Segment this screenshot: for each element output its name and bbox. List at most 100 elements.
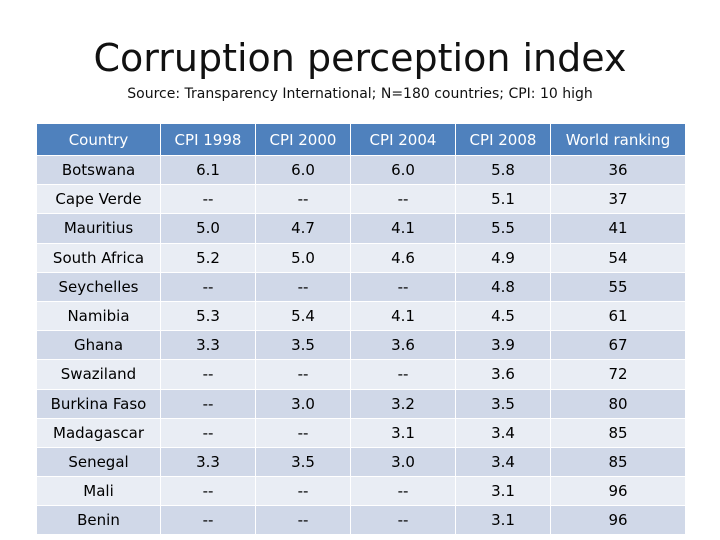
cell-cpi-1998: 5.2: [161, 243, 256, 273]
cell-cpi-2004: 3.1: [351, 418, 456, 448]
table-row: Senegal 3.3 3.5 3.0 3.4 85: [37, 447, 685, 478]
cell-cpi-1998: --: [161, 506, 256, 536]
cell-world-ranking: 72: [551, 360, 685, 390]
cell-cpi-2008: 4.9: [456, 243, 551, 273]
cell-world-ranking: 96: [551, 506, 685, 536]
cell-cpi-2008: 3.4: [456, 447, 551, 478]
cell-cpi-2000: 5.4: [256, 301, 351, 332]
cell-country: Swaziland: [37, 360, 161, 390]
cell-cpi-2008: 3.4: [456, 418, 551, 448]
slide-title: Corruption perception index: [93, 36, 627, 80]
cell-world-ranking: 85: [551, 447, 685, 478]
cell-cpi-2004: --: [351, 506, 456, 536]
cell-cpi-2004: 3.6: [351, 331, 456, 361]
table-row: Madagascar -- -- 3.1 3.4 85: [37, 418, 685, 448]
cell-cpi-2008: 3.5: [456, 389, 551, 419]
cell-cpi-2008: 3.9: [456, 331, 551, 361]
cell-country: South Africa: [37, 243, 161, 273]
cell-cpi-2000: 4.7: [256, 214, 351, 244]
cell-cpi-2008: 5.8: [456, 156, 551, 186]
header-world-ranking: World ranking: [551, 124, 685, 156]
cell-cpi-2000: --: [256, 506, 351, 536]
table-body: Botswana 6.1 6.0 6.0 5.8 36 Cape Verde -- -- -- 5.…: [37, 156, 685, 536]
cpi-table: Country CPI 1998 CPI 2000 CPI 2004 CPI 2…: [37, 124, 685, 536]
cell-country: Benin: [37, 506, 161, 536]
cell-cpi-2004: 6.0: [351, 156, 456, 186]
cell-cpi-1998: 5.3: [161, 301, 256, 332]
cell-cpi-1998: 6.1: [161, 156, 256, 186]
cell-country: Seychelles: [37, 272, 161, 302]
cell-world-ranking: 54: [551, 243, 685, 273]
cell-cpi-1998: 3.3: [161, 331, 256, 361]
cell-world-ranking: 67: [551, 331, 685, 361]
cell-cpi-2000: --: [256, 360, 351, 390]
cell-world-ranking: 61: [551, 301, 685, 332]
cell-world-ranking: 37: [551, 185, 685, 215]
cell-world-ranking: 96: [551, 477, 685, 507]
header-cpi-2008: CPI 2008: [456, 124, 551, 156]
header-country: Country: [37, 124, 161, 156]
table-row: Swaziland -- -- -- 3.6 72: [37, 360, 685, 390]
cell-world-ranking: 85: [551, 418, 685, 448]
cell-cpi-2004: 4.1: [351, 301, 456, 332]
cell-cpi-2000: --: [256, 272, 351, 302]
cell-cpi-1998: --: [161, 418, 256, 448]
cell-cpi-2000: --: [256, 185, 351, 215]
slide-subtitle: Source: Transparency International; N=18…: [127, 86, 593, 102]
cell-cpi-2000: 3.5: [256, 447, 351, 478]
table-row: Botswana 6.1 6.0 6.0 5.8 36: [37, 156, 685, 186]
cell-country: Madagascar: [37, 418, 161, 448]
cell-world-ranking: 55: [551, 272, 685, 302]
cell-country: Namibia: [37, 301, 161, 332]
cell-cpi-2000: 6.0: [256, 156, 351, 186]
cell-cpi-1998: --: [161, 477, 256, 507]
cell-country: Botswana: [37, 156, 161, 186]
cell-country: Cape Verde: [37, 185, 161, 215]
cell-cpi-2004: --: [351, 477, 456, 507]
cell-cpi-2004: --: [351, 272, 456, 302]
header-cpi-2000: CPI 2000: [256, 124, 351, 156]
cell-cpi-2000: 3.0: [256, 389, 351, 419]
cell-cpi-2000: --: [256, 418, 351, 448]
table-header: Country CPI 1998 CPI 2000 CPI 2004 CPI 2…: [37, 124, 685, 156]
cell-cpi-2008: 4.8: [456, 272, 551, 302]
cell-country: Ghana: [37, 331, 161, 361]
cell-cpi-2004: 4.1: [351, 214, 456, 244]
cell-world-ranking: 36: [551, 156, 685, 186]
cell-country: Mauritius: [37, 214, 161, 244]
cell-cpi-2004: --: [351, 360, 456, 390]
header-cpi-2004: CPI 2004: [351, 124, 456, 156]
table-row: Namibia 5.3 5.4 4.1 4.5 61: [37, 301, 685, 332]
cell-cpi-2004: 4.6: [351, 243, 456, 273]
cell-country: Burkina Faso: [37, 389, 161, 419]
cell-cpi-2008: 4.5: [456, 301, 551, 332]
cell-cpi-1998: --: [161, 185, 256, 215]
cell-cpi-2000: --: [256, 477, 351, 507]
cell-cpi-2008: 5.5: [456, 214, 551, 244]
table-row: Benin -- -- -- 3.1 96: [37, 506, 685, 536]
table-row: Seychelles -- -- -- 4.8 55: [37, 272, 685, 302]
cell-cpi-2000: 3.5: [256, 331, 351, 361]
cell-world-ranking: 41: [551, 214, 685, 244]
cell-cpi-2008: 3.1: [456, 506, 551, 536]
cell-cpi-1998: --: [161, 389, 256, 419]
table-row: South Africa 5.2 5.0 4.6 4.9 54: [37, 243, 685, 273]
table-row: Cape Verde -- -- -- 5.1 37: [37, 185, 685, 215]
header-row: Country CPI 1998 CPI 2000 CPI 2004 CPI 2…: [37, 124, 685, 156]
cell-world-ranking: 80: [551, 389, 685, 419]
cell-cpi-2008: 5.1: [456, 185, 551, 215]
header-cpi-1998: CPI 1998: [161, 124, 256, 156]
cell-cpi-2004: --: [351, 185, 456, 215]
cell-cpi-1998: 5.0: [161, 214, 256, 244]
cell-cpi-2004: 3.2: [351, 389, 456, 419]
table-row: Ghana 3.3 3.5 3.6 3.9 67: [37, 331, 685, 361]
cell-cpi-1998: --: [161, 272, 256, 302]
cell-cpi-2000: 5.0: [256, 243, 351, 273]
cell-cpi-2008: 3.6: [456, 360, 551, 390]
cell-cpi-1998: --: [161, 360, 256, 390]
cell-cpi-2008: 3.1: [456, 477, 551, 507]
table-row: Mali -- -- -- 3.1 96: [37, 477, 685, 507]
cell-country: Senegal: [37, 447, 161, 478]
table-row: Mauritius 5.0 4.7 4.1 5.5 41: [37, 214, 685, 244]
cell-cpi-2004: 3.0: [351, 447, 456, 478]
